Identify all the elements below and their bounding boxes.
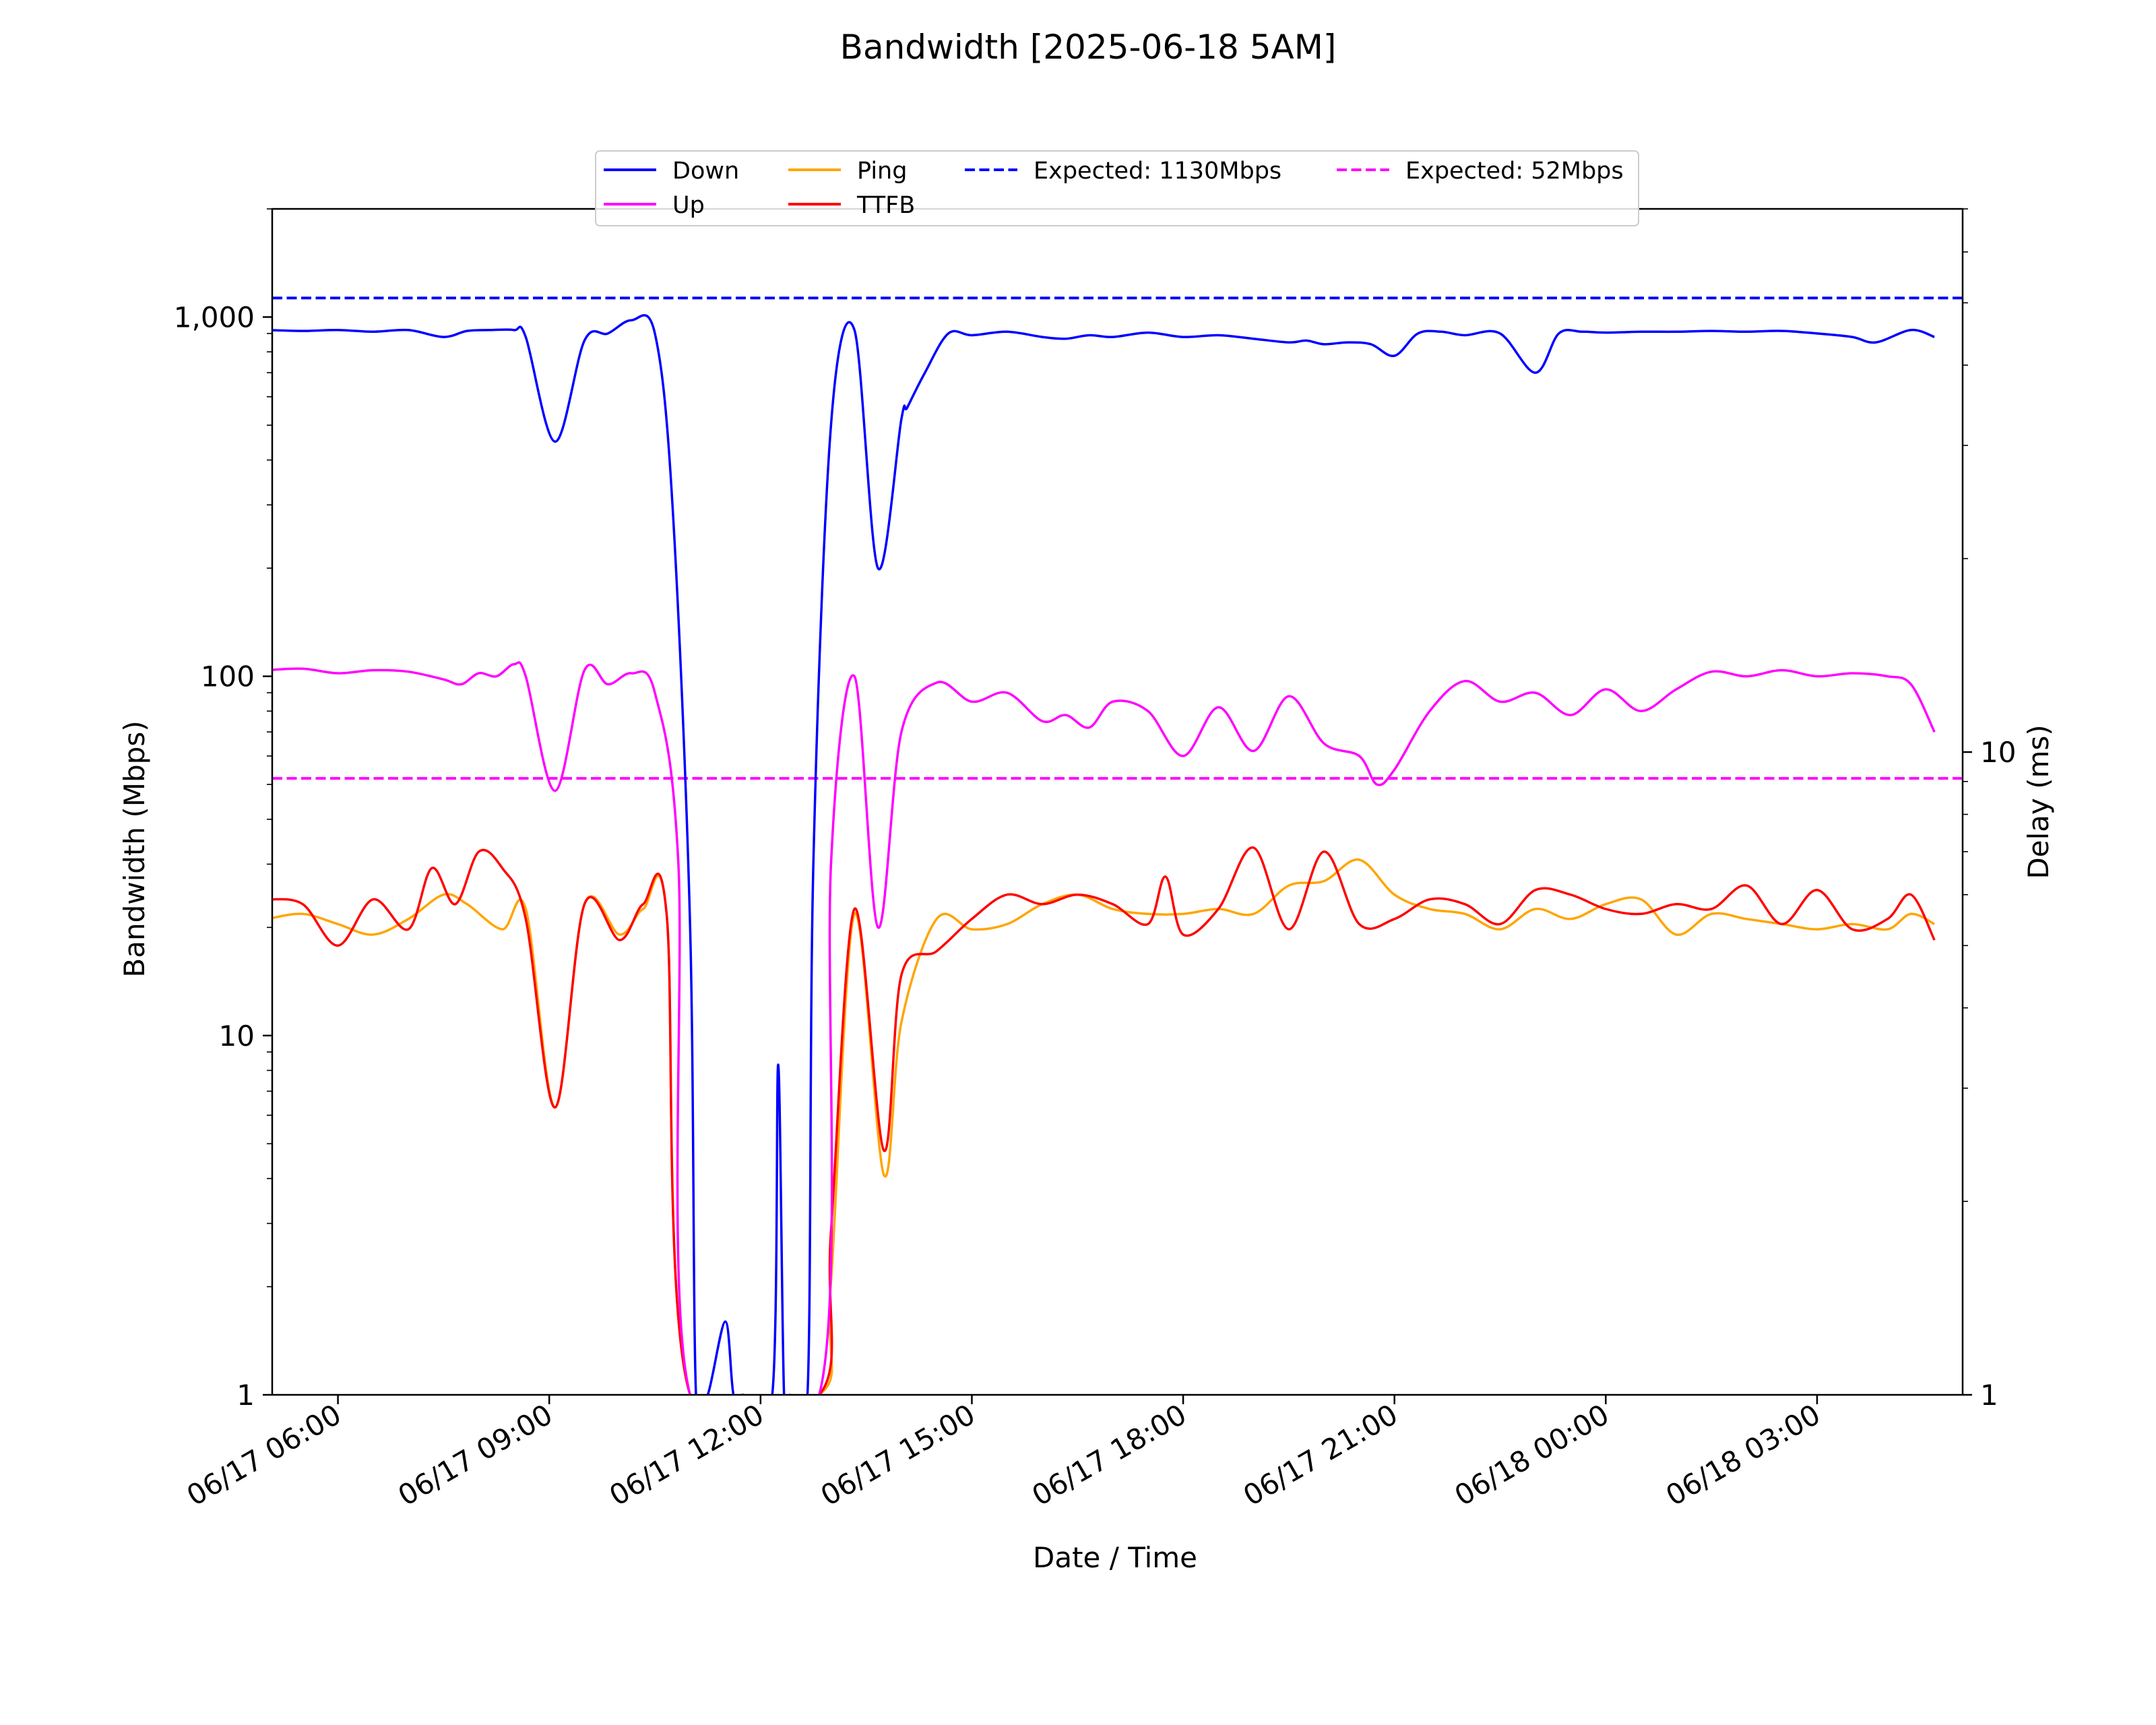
plot-area bbox=[272, 296, 1963, 1395]
y-tick-label: 1,000 bbox=[174, 301, 255, 334]
y2-tick-label: 1 bbox=[1980, 1379, 1998, 1412]
legend-label: Expected: 52Mbps bbox=[1405, 158, 1624, 185]
legend-label: Up bbox=[672, 192, 705, 219]
legend: Down Up Ping TTFB Expected: 1130Mbps Expected… bbox=[595, 150, 1639, 226]
series-line-down bbox=[272, 314, 1935, 1395]
y2-tick-label: 10 bbox=[1980, 736, 2016, 769]
y2-axis-label: Delay (ms) bbox=[2022, 724, 2055, 879]
series-line-up bbox=[272, 661, 1936, 1395]
chart-title: Bandwidth [2025-06-18 5AM] bbox=[840, 28, 1337, 67]
x-axis-label: Date / Time bbox=[1033, 1541, 1197, 1574]
legend-label: Ping bbox=[857, 158, 907, 185]
y-axis-label: Bandwidth (Mbps) bbox=[118, 720, 151, 977]
series-line-ttfb bbox=[272, 846, 1936, 1395]
legend-label: Expected: 1130Mbps bbox=[1034, 158, 1281, 185]
legend-box bbox=[595, 150, 1639, 226]
y-tick-label: 1 bbox=[236, 1379, 255, 1412]
legend-label: TTFB bbox=[856, 192, 915, 219]
legend-label: Down bbox=[672, 158, 739, 185]
y-tick-label: 100 bbox=[201, 660, 255, 693]
y-tick-label: 10 bbox=[219, 1020, 255, 1053]
